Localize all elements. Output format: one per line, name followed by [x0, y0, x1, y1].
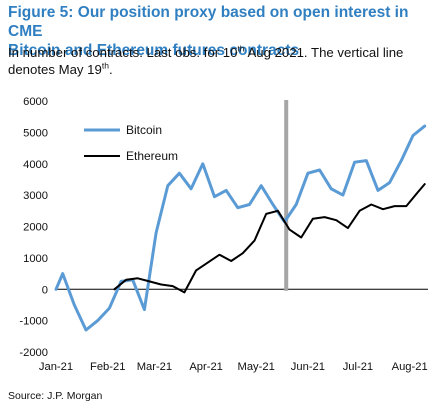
subtitle-text-1: In number of contracts. Last obs. for 10: [8, 45, 238, 60]
x-tick-label: Apr-21: [189, 361, 223, 373]
y-tick-label: 4000: [23, 159, 48, 171]
y-tick-label: 6000: [23, 96, 48, 108]
series-layer: [54, 124, 427, 332]
y-tick-label: -2000: [19, 347, 48, 359]
x-tick-label: Feb-21: [90, 361, 125, 373]
x-tick-label: Jun-21: [291, 361, 325, 373]
x-tick-label: May-21: [238, 361, 275, 373]
chart-title: Figure 5: Our position proxy based on op…: [8, 3, 436, 60]
y-tick-label: 0: [42, 284, 48, 296]
y-tick-label: 2000: [23, 222, 48, 234]
chart-title-line1: Figure 5: Our position proxy based on op…: [8, 4, 409, 40]
y-tick-label: 1000: [23, 253, 48, 265]
vertical-marker-line: [284, 100, 289, 291]
legend-label-ethereum: Ethereum: [126, 149, 178, 163]
y-tick-label: 3000: [23, 190, 48, 202]
subtitle-superscript-1: th: [237, 43, 245, 54]
subtitle-text-2: Aug 2021. The vertical line: [244, 45, 404, 60]
line-chart: -2000 -1000 0 1000 2000 3000 4000 5000 6000 Jan-…: [19, 96, 428, 373]
x-tick-label: Aug-21: [392, 361, 428, 373]
y-axis: -2000 -1000 0 1000 2000 3000 4000 5000 6000: [19, 96, 48, 359]
chart-title-line2: Bitcoin and Ethereum futures contracts: [8, 42, 300, 59]
series-line-ethereum: [113, 183, 426, 294]
x-tick-label: Mar-21: [137, 361, 172, 373]
subtitle-superscript-2: th: [101, 60, 109, 71]
subtitle-text-4: .: [108, 62, 113, 77]
x-tick-label: Jul-21: [343, 361, 373, 373]
x-tick-label: Jan-21: [39, 361, 73, 373]
chart-subtitle: In number of contracts. Last obs. for 10…: [8, 44, 436, 78]
series-line-bitcoin: [54, 124, 427, 332]
y-tick-label: -1000: [19, 316, 48, 328]
subtitle-text-3: denotes May 19: [8, 62, 102, 77]
x-axis: Jan-21 Feb-21 Mar-21 Apr-21 May-21 Jun-21 Jul-…: [39, 361, 428, 373]
legend: Bitcoin Ethereum: [84, 123, 178, 163]
legend-label-bitcoin: Bitcoin: [126, 123, 162, 137]
source-note: Source: J.P. Morgan: [8, 390, 103, 402]
y-tick-label: 5000: [23, 127, 48, 139]
